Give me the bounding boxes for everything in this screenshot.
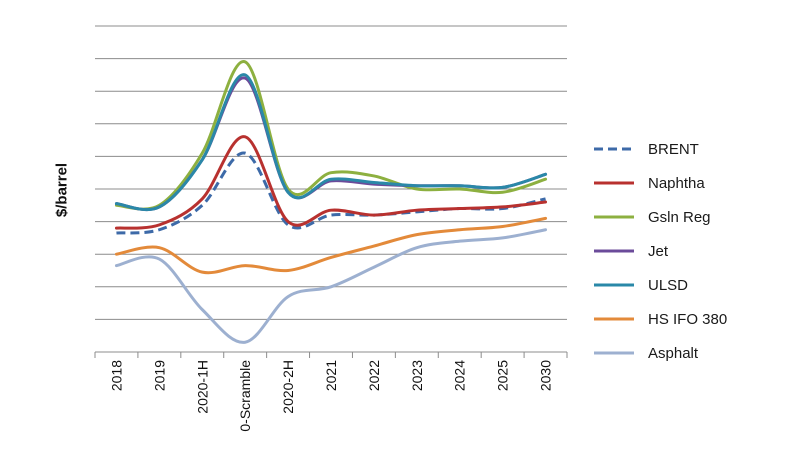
legend-item-ulsd: ULSD — [590, 268, 790, 302]
series-line-asphalt — [114, 228, 548, 344]
legend-item-brent: BRENT — [590, 132, 790, 166]
x-tick-label: 2020-2H — [280, 360, 296, 414]
x-tick-label: 2024 — [452, 360, 468, 391]
legend-item-naphtha: Naphtha — [590, 166, 790, 200]
legend-label: Jet — [648, 242, 669, 260]
x-tick-label: 2021 — [323, 360, 339, 391]
legend-label: ULSD — [648, 276, 689, 294]
x-tick-label: 2022 — [366, 360, 382, 391]
legend-label: Gsln Reg — [648, 208, 711, 226]
x-tick-label: 2019 — [151, 360, 167, 391]
legend-item-gsln-reg: Gsln Reg — [590, 200, 790, 234]
series-line-ulsd — [114, 73, 548, 212]
legend-label: HS IFO 380 — [648, 310, 728, 328]
legend-swatch — [594, 283, 634, 287]
x-tick-label: 2030 — [538, 360, 554, 391]
legend-swatch — [594, 249, 634, 253]
series-line-hs-ifo-380 — [114, 216, 548, 275]
legend-item-jet: Jet — [590, 234, 790, 268]
x-tick-label: 2018 — [108, 360, 124, 391]
x-tick-label: 0-Scramble — [237, 360, 253, 432]
chart-legend: BRENT Naphtha Gsln Reg Jet ULSD HS IFO 380 Asp… — [590, 132, 790, 370]
legend-swatch — [594, 351, 634, 355]
legend-label: Asphalt — [648, 344, 699, 362]
series-line-gsln-reg — [114, 60, 548, 211]
legend-item-hs-ifo-380: HS IFO 380 — [590, 302, 790, 336]
x-tick-label: 2025 — [495, 360, 511, 391]
y-axis-label: $/barrel — [53, 162, 71, 218]
legend-swatch — [594, 147, 634, 151]
legend-label: Naphtha — [648, 174, 705, 192]
x-tick-label: 2020-1H — [194, 360, 210, 414]
legend-item-asphalt: Asphalt — [590, 336, 790, 370]
series-line-naphtha — [114, 135, 548, 230]
x-tick-label: 2023 — [409, 360, 425, 391]
legend-swatch — [594, 215, 634, 219]
legend-label: BRENT — [648, 140, 699, 158]
series-line-brent — [116, 151, 546, 235]
legend-swatch — [594, 181, 634, 185]
legend-swatch — [594, 317, 634, 321]
